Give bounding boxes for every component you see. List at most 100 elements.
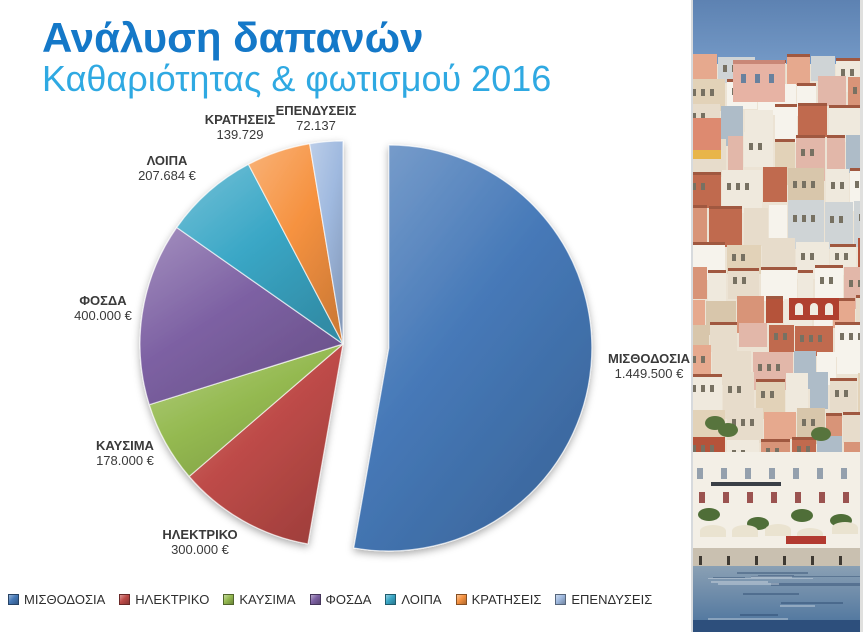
legend-color-chip xyxy=(223,594,235,605)
photo-roof xyxy=(708,206,743,210)
photo-window xyxy=(817,468,823,479)
photo-building xyxy=(846,134,863,173)
chart-legend: ΜΙΣΘΟΔΟΣΙΑ ΗΛΕΚΤΡΙΚΟ ΚΑΥΣΙΜΑ ΦΟΣΔΑ ΛΟΙΠΑ ΚΡΑΤ… xyxy=(8,592,652,607)
photo-bollard xyxy=(839,556,842,565)
photo-edge-right xyxy=(860,0,863,632)
photo-roof xyxy=(826,134,845,138)
legend-label: ΗΛΕΚΤΡΙΚΟ xyxy=(135,592,210,607)
photo-window xyxy=(782,332,787,340)
photo-reflection xyxy=(751,576,793,578)
photo-window xyxy=(765,448,770,456)
photo-reflection xyxy=(757,574,795,576)
photo-window xyxy=(731,418,736,426)
pie-slice-ΕΠΕΝΔΥΣΕΙΣ xyxy=(309,140,344,345)
photo-window xyxy=(841,468,847,479)
photo-window xyxy=(769,391,774,399)
photo-window xyxy=(741,277,746,285)
legend-item-ΚΡΑΤΗΣΕΙΣ: ΚΡΑΤΗΣΕΙΣ xyxy=(455,592,541,607)
photo-building xyxy=(691,344,711,382)
photo-sky xyxy=(691,0,863,64)
photo-building xyxy=(825,202,853,249)
photo-roof xyxy=(733,60,785,64)
photo-window xyxy=(701,88,705,96)
photo-building xyxy=(691,299,705,332)
photo-window xyxy=(760,391,765,399)
photo-building xyxy=(826,134,845,175)
photo-building xyxy=(837,345,863,374)
photo-window xyxy=(802,215,807,223)
photo-reflection xyxy=(710,581,769,583)
photo-window xyxy=(710,384,714,392)
photo-building xyxy=(691,204,708,246)
photo-edge-left xyxy=(691,0,693,632)
pie-slice-ΛΟΙΠΑ xyxy=(176,163,344,345)
photo-building xyxy=(691,267,707,300)
photo-reflection xyxy=(707,618,789,621)
photo-building xyxy=(708,206,743,248)
photo-window xyxy=(758,142,763,150)
photo-roof xyxy=(760,267,797,271)
photo-building xyxy=(708,270,727,301)
photo-roof xyxy=(791,437,816,441)
photo-window xyxy=(749,142,754,150)
photo-window xyxy=(731,253,736,261)
photo-window xyxy=(811,418,816,426)
photo-window xyxy=(749,418,754,426)
photo-window xyxy=(793,180,798,188)
photo-window xyxy=(802,418,807,426)
photo-roof xyxy=(727,267,760,271)
photo-window xyxy=(811,180,816,188)
legend-color-chip xyxy=(385,594,397,605)
photo-reflection xyxy=(770,583,863,587)
photo-umbrella xyxy=(732,525,759,538)
photo-building xyxy=(825,168,849,213)
photo-roof xyxy=(691,241,726,245)
photo-building xyxy=(811,56,835,82)
photo-roof xyxy=(798,102,828,106)
photo-roof xyxy=(760,438,791,442)
photo-window xyxy=(697,468,703,479)
photo-building xyxy=(727,136,743,173)
photo-sea-deep xyxy=(691,620,863,632)
photo-window xyxy=(736,182,741,190)
photo-red-awning xyxy=(786,536,826,544)
photo-roof xyxy=(833,297,855,301)
photo-roof xyxy=(710,322,738,326)
legend-color-chip xyxy=(455,594,467,605)
pie-slice-ΗΛΕΚΤΡΙΚΟ xyxy=(188,343,344,545)
photo-reflection xyxy=(736,571,809,574)
photo-window xyxy=(692,384,696,392)
photo-window xyxy=(850,68,855,76)
photo-syros-waterfront xyxy=(691,0,863,632)
photo-window xyxy=(692,88,696,96)
legend-color-chip xyxy=(309,594,321,605)
photo-window xyxy=(723,492,729,503)
photo-window xyxy=(701,444,705,452)
photo-window xyxy=(747,492,753,503)
photo-window xyxy=(727,182,732,190)
photo-window xyxy=(757,363,762,371)
legend-item-ΜΙΣΘΟΔΟΣΙΑ: ΜΙΣΘΟΔΟΣΙΑ xyxy=(8,592,105,607)
photo-building xyxy=(786,372,809,414)
legend-item-ΦΟΣΔΑ: ΦΟΣΔΑ xyxy=(309,592,371,607)
photo-bollard xyxy=(727,556,730,565)
photo-bollard xyxy=(811,556,814,565)
photo-roof xyxy=(797,83,817,87)
photo-arch-window xyxy=(810,303,818,315)
photo-building xyxy=(798,269,814,302)
photo-reflection xyxy=(781,602,843,605)
photo-roof xyxy=(830,243,857,247)
photo-building xyxy=(760,267,797,301)
photo-palm xyxy=(697,507,720,521)
photo-window xyxy=(766,363,771,371)
legend-label: ΕΠΕΝΔΥΣΕΙΣ xyxy=(571,592,653,607)
page-title: Ανάλυση δαπανών xyxy=(42,14,424,61)
photo-bollard xyxy=(783,556,786,565)
photo-window xyxy=(801,252,806,260)
photo-building xyxy=(809,371,829,410)
photo-window xyxy=(839,181,844,189)
photo-building xyxy=(763,166,787,202)
photo-window xyxy=(701,182,705,190)
legend-item-ΛΟΙΠΑ: ΛΟΙΠΑ xyxy=(385,592,442,607)
